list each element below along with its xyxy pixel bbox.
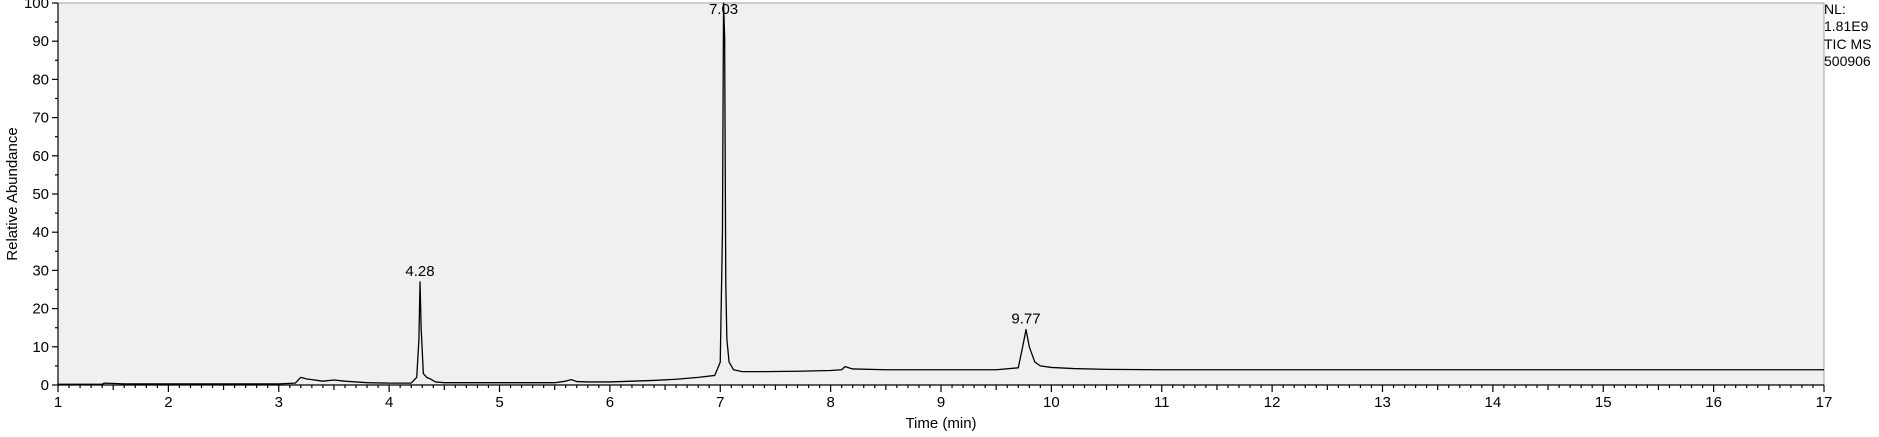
plot-area [57,2,1825,386]
x-tick-label: 2 [164,394,172,411]
x-tick-label: 14 [1485,394,1502,411]
y-tick-label: 90 [32,33,49,50]
y-tick-label: 40 [32,224,49,241]
x-tick-label: 11 [1154,394,1170,411]
y-tick-label: 80 [32,71,49,88]
info-nl-value: 1.81E9 [1824,18,1869,34]
x-tick-label: 5 [495,394,503,411]
y-tick-label: 30 [32,262,49,279]
x-tick-label: 17 [1816,394,1833,411]
peak-label: 9.77 [1011,311,1040,328]
ticks: 1 2 3 4 5 6 7 8 9 10 11 12 13 14 15 16 17010203040506070… [24,0,1832,411]
x-tick-label: 10 [1043,394,1060,411]
x-tick-label: 9 [937,394,945,411]
y-tick-label: 60 [32,148,49,165]
peak-labels: 4.28 7.03 9.77 [405,1,1040,328]
info-nl-label: NL: [1824,1,1846,17]
y-axis-title: Relative Abundance [4,127,21,260]
y-tick-label: 0 [41,377,49,394]
peak-label: 4.28 [405,263,434,280]
info-sample-id: 500906 [1824,53,1871,69]
y-tick-label: 100 [24,0,49,12]
y-tick-label: 10 [32,339,49,356]
x-tick-label: 15 [1595,394,1612,411]
x-tick-label: 1 [54,394,62,411]
x-axis-title: Time (min) [905,415,976,432]
x-tick-label: 8 [826,394,834,411]
tic-trace-line [58,2,1824,385]
peak-label: 7.03 [709,1,738,18]
info-scan-type: TIC MS [1824,36,1872,52]
y-tick-label: 70 [32,110,49,127]
x-tick-label: 4 [385,394,393,411]
x-tick-label: 7 [716,394,724,411]
x-tick-label: 16 [1705,394,1722,411]
y-tick-label: 50 [32,186,49,203]
y-tick-label: 20 [32,301,49,318]
x-tick-label: 13 [1374,394,1391,411]
x-tick-label: 12 [1264,394,1281,411]
x-tick-label: 3 [275,394,283,411]
x-tick-label: 6 [606,394,614,411]
